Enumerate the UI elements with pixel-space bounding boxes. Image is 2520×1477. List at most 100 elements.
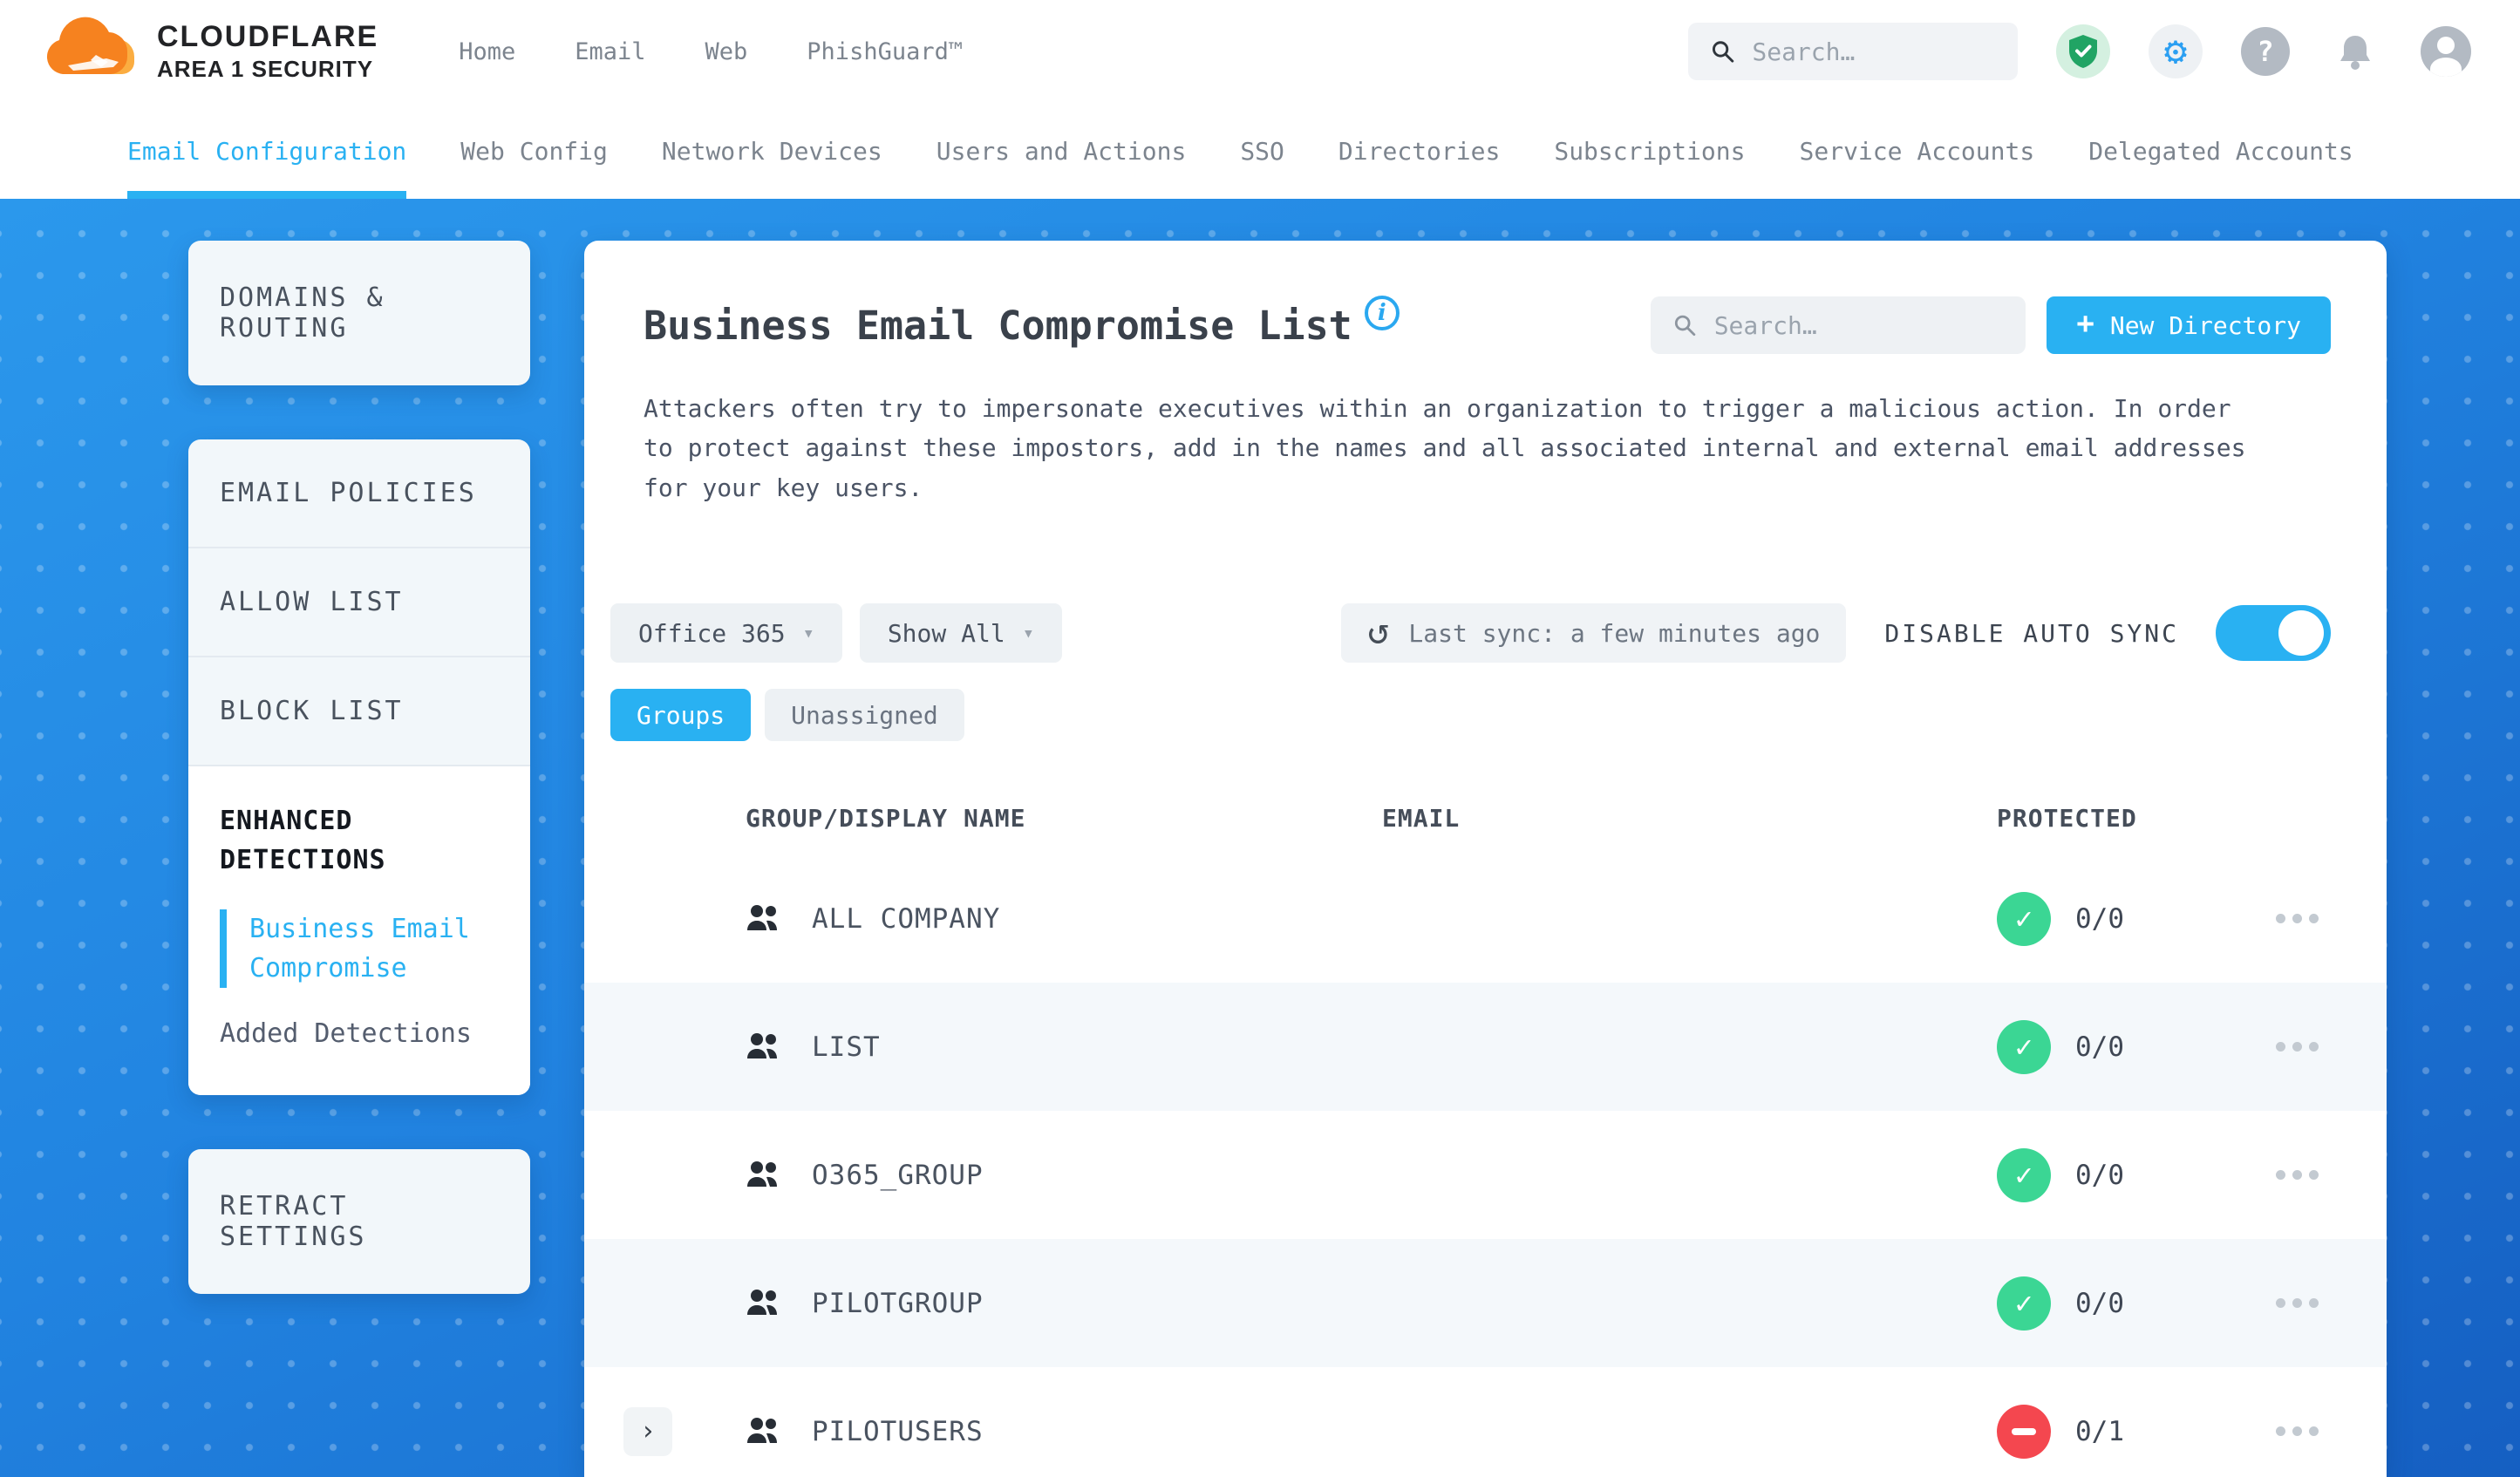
protected-count: 0/0 bbox=[2075, 902, 2124, 935]
group-name: O365_GROUP bbox=[812, 1159, 984, 1191]
bell-icon bbox=[2340, 36, 2370, 70]
controls-row: Office 365 ▾ Show All ▾ ↺ Last sync: a f… bbox=[610, 603, 2331, 664]
sidebar: DOMAINS & ROUTING EMAIL POLICIES ALLOW L… bbox=[188, 241, 530, 1477]
sidebar-enhanced-detections-label[interactable]: ENHANCED DETECTIONS bbox=[220, 806, 386, 875]
tab-delegated-accounts[interactable]: Delegated Accounts bbox=[2088, 136, 2353, 166]
row-menu-button[interactable] bbox=[2264, 1030, 2331, 1064]
sidebar-domains-routing-label: DOMAINS & ROUTING bbox=[220, 282, 385, 344]
list-search-input[interactable] bbox=[1713, 310, 2004, 340]
row-menu-button[interactable] bbox=[2264, 902, 2331, 936]
row-menu-button[interactable] bbox=[2264, 1286, 2331, 1320]
refresh-icon: ↺ bbox=[1367, 609, 1390, 653]
sidebar-item-retract-settings[interactable]: RETRACT SETTINGS bbox=[188, 1149, 530, 1294]
cloudflare-logo[interactable]: CLOUDFLARE AREA 1 SECURITY bbox=[42, 17, 378, 86]
protected-status-icon: ✓ bbox=[1997, 1276, 2051, 1331]
toggle-knob bbox=[2278, 610, 2324, 657]
protected-status-icon: ✓ bbox=[1997, 891, 2051, 946]
last-sync-chip[interactable]: ↺ Last sync: a few minutes ago bbox=[1341, 603, 1847, 664]
table-row: › PILOTUSERS ✓ 0/1 bbox=[584, 1367, 2387, 1477]
top-nav-home[interactable]: Home bbox=[459, 37, 516, 65]
shield-check-icon bbox=[2069, 35, 2097, 68]
group-icon bbox=[747, 904, 777, 930]
top-nav-web[interactable]: Web bbox=[705, 37, 748, 65]
sidebar-item-business-email-compromise[interactable]: Business Email Compromise bbox=[220, 909, 499, 988]
chevron-down-icon: ▾ bbox=[1022, 622, 1034, 644]
search-icon bbox=[1675, 315, 1696, 337]
col-protected: PROTECTED bbox=[1997, 803, 2137, 833]
chevron-down-icon: ▾ bbox=[802, 622, 814, 644]
row-menu-button[interactable] bbox=[2264, 1414, 2331, 1448]
sidebar-item-email-policies[interactable]: EMAIL POLICIES bbox=[188, 439, 530, 548]
tab-subscriptions[interactable]: Subscriptions bbox=[1554, 136, 1746, 166]
security-status-button[interactable] bbox=[2056, 24, 2110, 78]
table-header: GROUP/DISPLAY NAME EMAIL PROTECTED bbox=[584, 781, 2387, 854]
group-name: PILOTUSERS bbox=[812, 1415, 984, 1447]
tab-web-config[interactable]: Web Config bbox=[460, 136, 608, 166]
sidebar-item-block-list[interactable]: BLOCK LIST bbox=[188, 657, 530, 766]
page-description: Attackers often try to impersonate execu… bbox=[644, 394, 2246, 502]
top-nav-email[interactable]: Email bbox=[575, 37, 646, 65]
settings-button[interactable]: ⚙ bbox=[2149, 24, 2203, 78]
tab-sso[interactable]: SSO bbox=[1240, 136, 1284, 166]
protected-count: 0/0 bbox=[2075, 1031, 2124, 1063]
group-icon bbox=[747, 1289, 777, 1315]
col-group-display-name: GROUP/DISPLAY NAME bbox=[746, 803, 1026, 833]
logo-brand-text: CLOUDFLARE bbox=[157, 20, 379, 53]
page-title: Business Email Compromise List bbox=[644, 302, 1352, 349]
content-area: DOMAINS & ROUTING EMAIL POLICIES ALLOW L… bbox=[0, 199, 2520, 1477]
tab-network-devices[interactable]: Network Devices bbox=[661, 136, 882, 166]
help-button[interactable]: ? bbox=[2241, 27, 2290, 76]
table-row: › ALL COMPANY ✓ 0/0 bbox=[584, 854, 2387, 983]
group-name: ALL COMPANY bbox=[812, 902, 1001, 935]
question-icon: ? bbox=[2257, 35, 2274, 68]
group-name: LIST bbox=[812, 1031, 881, 1063]
top-nav-phishguard[interactable]: PhishGuard™ bbox=[807, 37, 964, 65]
top-nav: Home Email Web PhishGuard™ bbox=[459, 38, 963, 65]
expand-row-button[interactable]: › bbox=[623, 1406, 672, 1456]
row-menu-button[interactable] bbox=[2264, 1158, 2331, 1192]
tab-service-accounts[interactable]: Service Accounts bbox=[1799, 136, 2035, 166]
group-icon bbox=[747, 1417, 777, 1443]
notifications-button[interactable] bbox=[2328, 24, 2382, 78]
auto-sync-label: DISABLE AUTO SYNC bbox=[1884, 618, 2179, 648]
protected-status-icon: ✓ bbox=[1997, 1147, 2051, 1202]
plus-icon: + bbox=[2076, 306, 2094, 341]
filter-select[interactable]: Show All ▾ bbox=[859, 603, 1062, 664]
group-icon bbox=[747, 1032, 777, 1058]
search-icon bbox=[1712, 41, 1734, 63]
group-name: PILOTGROUP bbox=[812, 1287, 984, 1319]
sidebar-item-added-detections[interactable]: Added Detections bbox=[220, 1018, 472, 1049]
sidebar-item-domains-routing[interactable]: DOMAINS & ROUTING bbox=[188, 241, 530, 385]
protected-count: 0/1 bbox=[2075, 1415, 2124, 1447]
main-panel: Business Email Compromise List i + New D… bbox=[584, 241, 2387, 1477]
auto-sync-toggle[interactable] bbox=[2216, 605, 2331, 662]
sidebar-section-enhanced-detections: ENHANCED DETECTIONS Business Email Compr… bbox=[188, 766, 530, 1095]
account-button[interactable] bbox=[2421, 26, 2471, 77]
tab-groups[interactable]: Groups bbox=[610, 689, 752, 742]
global-search-input[interactable] bbox=[1752, 37, 1995, 66]
global-search bbox=[1688, 23, 2018, 80]
tab-users-and-actions[interactable]: Users and Actions bbox=[936, 136, 1187, 166]
top-header: CLOUDFLARE AREA 1 SECURITY Home Email We… bbox=[0, 0, 2520, 103]
protected-count: 0/0 bbox=[2075, 1287, 2124, 1319]
new-directory-button[interactable]: + New Directory bbox=[2047, 296, 2331, 354]
tab-directories[interactable]: Directories bbox=[1338, 136, 1501, 166]
tab-unassigned[interactable]: Unassigned bbox=[765, 689, 964, 742]
logo-sub-text: AREA 1 SECURITY bbox=[157, 56, 374, 83]
section-nav: Email Configuration Web Config Network D… bbox=[0, 103, 2520, 199]
view-tabs: Groups Unassigned bbox=[610, 689, 2331, 742]
tab-email-configuration[interactable]: Email Configuration bbox=[127, 103, 407, 199]
sidebar-item-allow-list[interactable]: ALLOW LIST bbox=[188, 548, 530, 657]
col-email: EMAIL bbox=[1382, 803, 1461, 833]
table-row: › PILOTGROUP ✓ 0/0 bbox=[584, 1239, 2387, 1368]
protected-status-icon: ✓ bbox=[1997, 1019, 2051, 1074]
last-sync-text: Last sync: a few minutes ago bbox=[1408, 618, 1821, 648]
groups-table: GROUP/DISPLAY NAME EMAIL PROTECTED › ALL… bbox=[584, 781, 2387, 1477]
info-icon[interactable]: i bbox=[1364, 296, 1400, 330]
table-row: › LIST ✓ 0/0 bbox=[584, 983, 2387, 1112]
cloudflare-cloud-icon bbox=[46, 17, 134, 75]
directory-select[interactable]: Office 365 ▾ bbox=[610, 603, 842, 664]
list-search bbox=[1651, 296, 2026, 354]
table-row: › O365_GROUP ✓ 0/0 bbox=[584, 1111, 2387, 1239]
user-icon bbox=[2437, 37, 2455, 54]
